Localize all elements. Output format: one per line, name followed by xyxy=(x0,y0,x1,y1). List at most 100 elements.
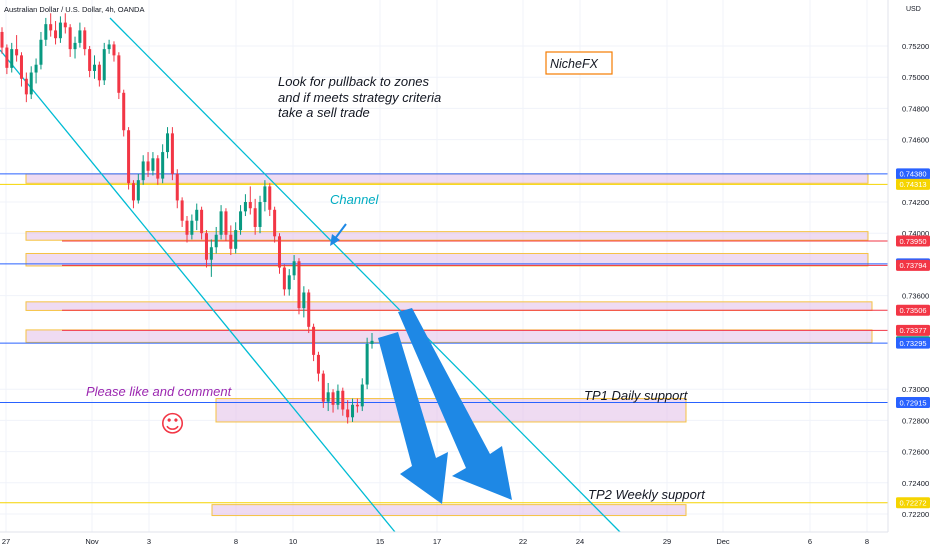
candle-body xyxy=(175,173,179,201)
candle-body xyxy=(190,220,194,235)
candle-body xyxy=(200,209,204,234)
candle-body xyxy=(273,209,277,237)
candle-body xyxy=(0,31,4,48)
candle-body xyxy=(117,55,121,93)
x-tick-label: 29 xyxy=(663,537,671,546)
x-tick-label: 17 xyxy=(433,537,441,546)
x-tick-label: 27 xyxy=(2,537,10,546)
price-badge-label: 0.73950 xyxy=(899,237,926,246)
strategy-line-3: take a sell trade xyxy=(278,105,370,120)
candle-body xyxy=(19,55,23,79)
candle-body xyxy=(44,24,48,40)
candle-body xyxy=(88,49,92,71)
candle-body xyxy=(234,230,238,249)
header-title: Australian Dollar / U.S. Dollar, 4h, OAN… xyxy=(4,5,144,14)
price-badge xyxy=(896,178,930,190)
price-badge xyxy=(896,396,930,408)
candle-body xyxy=(151,158,155,171)
price-badge-label: 0.73506 xyxy=(899,306,926,315)
candle-body xyxy=(248,202,252,209)
candle-body xyxy=(166,133,170,153)
zone-0743 xyxy=(25,173,869,184)
channel xyxy=(0,17,621,533)
candle-body xyxy=(297,261,301,309)
price-badge-label: 0.72915 xyxy=(899,398,926,407)
candle-body xyxy=(287,275,291,290)
candle-body xyxy=(68,27,72,50)
price-badge xyxy=(896,497,930,509)
price-badge-label: 0.74313 xyxy=(899,180,926,189)
strategy-line-1: Look for pullback to zones xyxy=(278,74,430,89)
candle-body xyxy=(219,211,223,235)
candle-body xyxy=(54,30,58,39)
candle-body xyxy=(83,30,87,50)
candle-body xyxy=(326,392,330,402)
price-axis-currency: USD xyxy=(906,6,921,13)
candle-body xyxy=(204,233,208,260)
candle-body xyxy=(277,236,282,268)
price-badge xyxy=(896,235,930,247)
y-tick-label: 0.72400 xyxy=(902,479,929,488)
candle-body xyxy=(341,390,345,410)
candle-body xyxy=(73,42,77,50)
x-tick-label: Dec xyxy=(716,537,730,546)
candle-body xyxy=(146,161,150,171)
sell-arrow-right xyxy=(398,308,512,500)
price-badges: 0.743800.743130.739500.738030.737940.735… xyxy=(896,168,930,509)
y-tick-label: 0.72200 xyxy=(902,510,929,519)
price-badge xyxy=(896,324,930,336)
candle-body xyxy=(263,186,267,202)
brand-label: NicheFX xyxy=(550,57,599,71)
candle-body xyxy=(365,343,369,385)
candle-body xyxy=(253,208,257,227)
price-badge xyxy=(896,168,930,180)
candle-body xyxy=(346,409,350,418)
candle-body xyxy=(5,47,9,68)
y-tick-label: 0.75000 xyxy=(902,73,929,82)
time-axis-ticks: 27 Nov 3 8 10 15 17 22 24 29 Dec 6 8 xyxy=(2,537,869,546)
price-badge xyxy=(896,337,930,349)
y-tick-label: 0.75200 xyxy=(902,42,929,51)
candle-body xyxy=(258,202,262,227)
y-tick-label: 0.74600 xyxy=(902,136,929,145)
candle-body xyxy=(307,292,311,327)
y-tick-label: 0.74000 xyxy=(902,229,929,238)
candle-body xyxy=(78,30,82,43)
candle-body xyxy=(10,49,14,68)
candle-body xyxy=(360,384,364,407)
candle-body xyxy=(136,180,140,201)
candle-body xyxy=(141,161,145,181)
candle-body xyxy=(122,92,126,131)
candle-body xyxy=(282,267,286,290)
price-badge xyxy=(896,304,930,316)
candle-body xyxy=(156,158,160,179)
candle-body xyxy=(127,130,131,184)
time-axis[interactable] xyxy=(0,532,888,550)
smiley-icon: ☺ xyxy=(160,410,185,438)
candle-body xyxy=(312,326,316,355)
candle-body xyxy=(49,24,53,31)
candle-body xyxy=(131,183,135,201)
candle-body xyxy=(161,152,165,179)
candles xyxy=(0,13,374,424)
candle-body xyxy=(24,78,28,95)
x-tick-label: 15 xyxy=(376,537,384,546)
candle-body xyxy=(92,64,97,71)
zone-0733 xyxy=(25,329,873,343)
candle-body xyxy=(316,354,320,374)
x-tick-label: Nov xyxy=(85,537,99,546)
candle-body xyxy=(355,404,359,407)
candle-body xyxy=(58,22,62,39)
y-tick-label: 0.73600 xyxy=(902,292,929,301)
channel-label: Channel xyxy=(330,192,380,207)
x-tick-label: 6 xyxy=(808,537,812,546)
y-tick-label: 0.74200 xyxy=(902,198,929,207)
candle-body xyxy=(102,49,106,81)
candle-body xyxy=(268,186,272,210)
candle-body xyxy=(170,133,174,174)
zone-0740 xyxy=(25,231,869,241)
channel-upper-line xyxy=(109,17,621,533)
x-tick-label: 8 xyxy=(865,537,869,546)
candle-body xyxy=(224,211,228,235)
